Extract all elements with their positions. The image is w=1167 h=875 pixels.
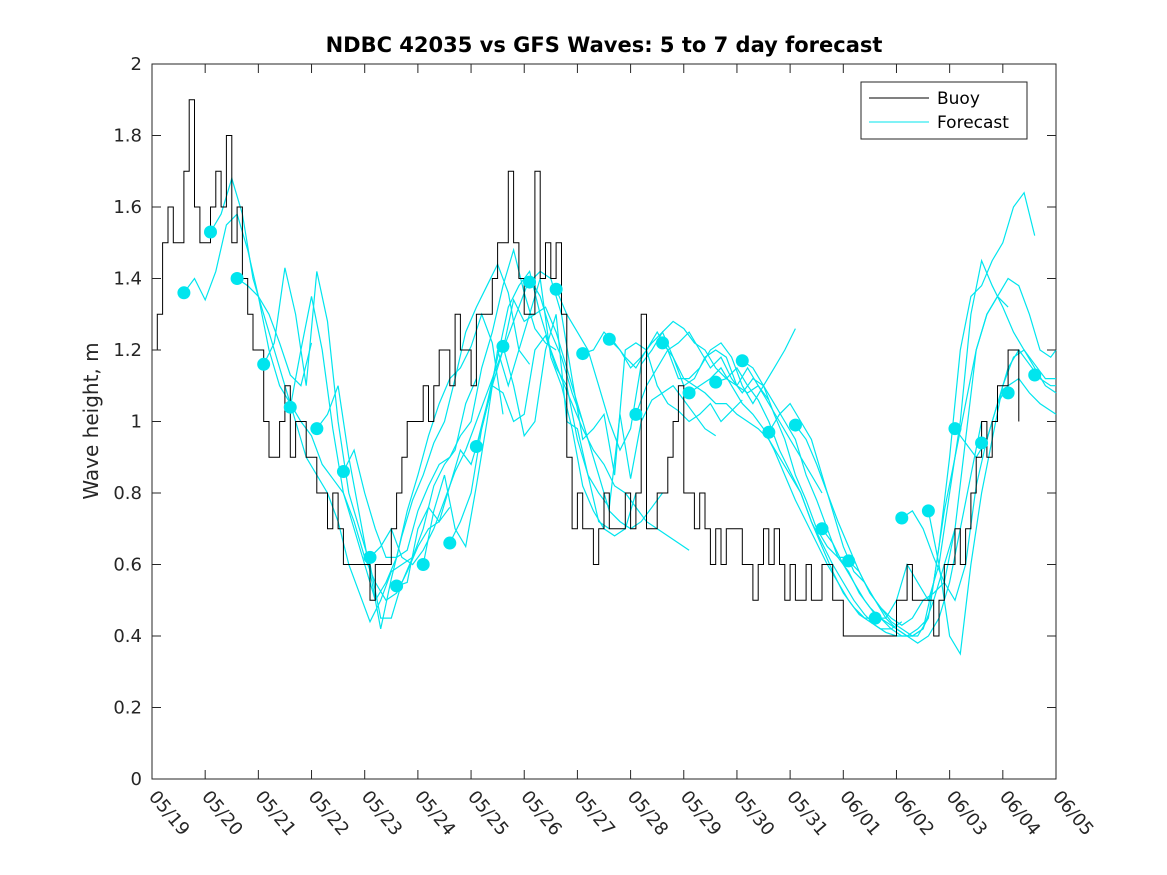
x-tick-label: 05/28 bbox=[623, 787, 672, 840]
forecast-run-line bbox=[209, 176, 413, 624]
y-tick-label: 1.6 bbox=[113, 197, 142, 218]
y-tick-label: 1.4 bbox=[113, 269, 142, 290]
forecast-point bbox=[629, 407, 643, 421]
forecast-point bbox=[443, 536, 457, 550]
y-tick-label: 1 bbox=[131, 412, 142, 433]
forecast-point bbox=[363, 550, 377, 564]
forecast-run-line bbox=[635, 331, 849, 559]
forecast-point bbox=[469, 440, 483, 454]
forecast-run-line bbox=[475, 270, 690, 551]
forecast-run-line bbox=[821, 191, 1036, 637]
forecast-point bbox=[709, 375, 723, 389]
forecast-point bbox=[842, 554, 856, 568]
x-tick-label: 05/25 bbox=[463, 787, 512, 840]
legend: Buoy Forecast bbox=[860, 81, 1028, 140]
forecast-points bbox=[177, 225, 1042, 625]
forecast-point bbox=[1028, 368, 1042, 382]
forecast-point bbox=[203, 225, 217, 239]
x-tick-label: 06/05 bbox=[1048, 787, 1097, 840]
forecast-point bbox=[895, 511, 909, 525]
x-tick-label: 05/29 bbox=[676, 787, 725, 840]
forecast-point bbox=[762, 425, 776, 439]
forecast-run-line bbox=[396, 334, 610, 587]
y-axis: 0 0.2 0.4 0.6 0.8 1 1.2 1.4 1.6 1.8 2 bbox=[113, 54, 1056, 790]
forecast-point bbox=[230, 272, 244, 285]
x-tick-label: 05/24 bbox=[410, 787, 459, 840]
forecast-point bbox=[815, 522, 829, 536]
y-tick-label: 0.8 bbox=[113, 483, 142, 504]
buoy-line bbox=[152, 99, 1020, 637]
x-tick-label: 05/26 bbox=[516, 787, 565, 840]
y-tick-label: 2 bbox=[131, 54, 142, 75]
forecast-point bbox=[390, 579, 404, 593]
x-tick-label: 06/02 bbox=[889, 787, 938, 840]
x-tick-label: 05/27 bbox=[570, 787, 619, 840]
forecast-run-line bbox=[794, 295, 1009, 637]
x-tick-label: 05/31 bbox=[782, 787, 831, 840]
x-tick-label: 06/01 bbox=[835, 787, 884, 840]
plot-area bbox=[151, 63, 1057, 780]
forecast-point bbox=[576, 347, 590, 361]
y-tick-label: 1.8 bbox=[113, 126, 142, 147]
forecast-point bbox=[602, 332, 616, 346]
x-tick-label: 05/21 bbox=[251, 787, 300, 840]
y-tick-label: 1.2 bbox=[113, 340, 142, 361]
forecast-point bbox=[921, 504, 935, 518]
forecast-point bbox=[549, 282, 563, 296]
forecast-run-line bbox=[688, 366, 903, 630]
y-tick-label: 0.6 bbox=[113, 555, 142, 576]
x-tick-label: 06/03 bbox=[942, 787, 991, 840]
forecast-point bbox=[177, 286, 191, 300]
x-tick-label: 05/19 bbox=[144, 787, 193, 840]
forecast-point bbox=[655, 336, 669, 350]
forecast-point bbox=[948, 422, 962, 436]
forecast-point bbox=[735, 354, 749, 368]
x-tick-label: 05/22 bbox=[304, 787, 353, 840]
y-tick-label: 0 bbox=[131, 769, 142, 790]
forecast-run-line bbox=[369, 277, 584, 566]
x-tick-label: 05/20 bbox=[197, 787, 246, 840]
forecast-point bbox=[416, 558, 430, 571]
forecast-point bbox=[257, 357, 271, 371]
chart-title: NDBC 42035 vs GFS Waves: 5 to 7 day fore… bbox=[326, 33, 883, 57]
forecast-run-line bbox=[608, 320, 823, 494]
legend-label-forecast: Forecast bbox=[937, 113, 1009, 133]
forecast-point bbox=[496, 339, 510, 353]
forecast-point bbox=[788, 418, 802, 432]
y-tick-label: 0.2 bbox=[113, 698, 142, 719]
forecast-point bbox=[975, 436, 989, 450]
forecast-point bbox=[523, 275, 537, 289]
legend-box bbox=[860, 81, 1028, 140]
legend-label-buoy: Buoy bbox=[937, 89, 980, 109]
forecast-point bbox=[1001, 386, 1015, 400]
x-tick-label: 06/04 bbox=[995, 787, 1044, 840]
forecast-run-line bbox=[529, 270, 743, 476]
forecast-point bbox=[868, 611, 882, 625]
axes-box bbox=[151, 63, 1057, 780]
forecast-point bbox=[336, 465, 350, 479]
forecast-point bbox=[682, 386, 696, 400]
forecast-point bbox=[283, 400, 297, 414]
y-axis-label: Wave height, m bbox=[79, 342, 103, 499]
forecast-run-line bbox=[715, 366, 929, 637]
y-tick-label: 0.4 bbox=[113, 626, 142, 647]
buoy-series-line bbox=[152, 99, 1020, 637]
forecast-point bbox=[310, 422, 324, 436]
forecast-run-line bbox=[449, 298, 663, 544]
x-tick-label: 05/30 bbox=[729, 787, 778, 840]
x-tick-label: 05/23 bbox=[357, 787, 406, 840]
forecast-run-line bbox=[316, 262, 531, 630]
